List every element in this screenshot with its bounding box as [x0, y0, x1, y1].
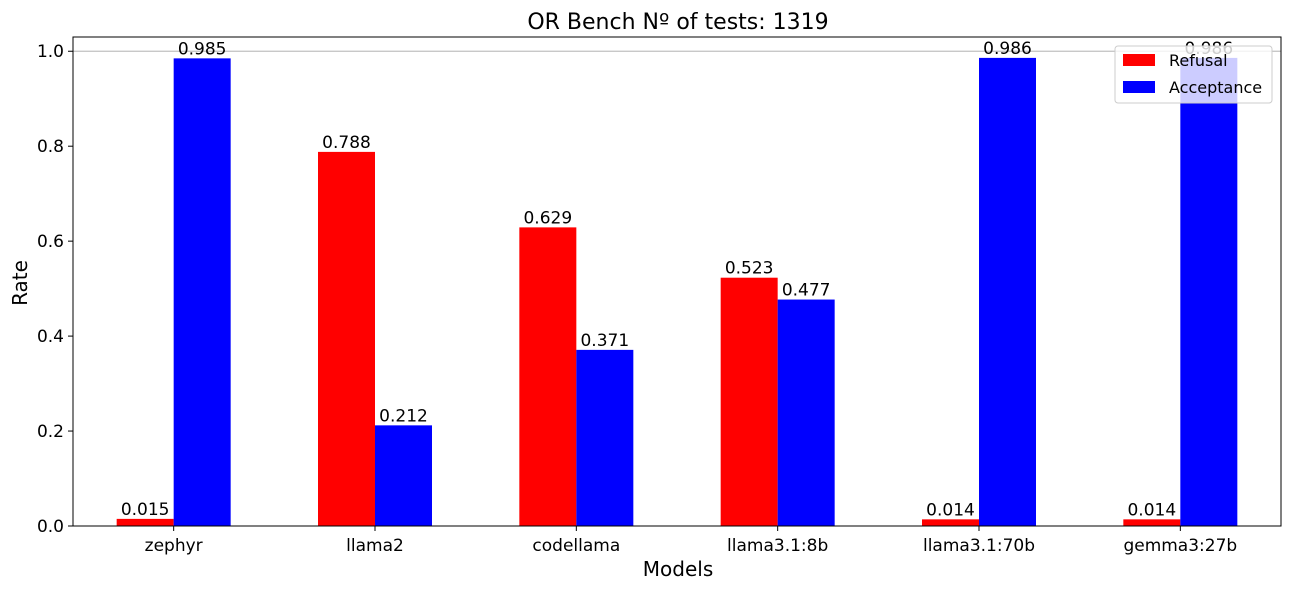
bar-acceptance-5	[1180, 57, 1238, 527]
bar-acceptance-1	[375, 425, 432, 526]
data-label-refusal-5: 0.014	[1127, 500, 1176, 520]
y-tick-label: 1.0	[37, 42, 64, 62]
data-labels-layer: 0.015 0.985 0.788 0.212 0.629 0.371 0.523 0.477…	[121, 39, 1233, 520]
data-label-acceptance-4: 0.986	[983, 39, 1032, 59]
y-axis-label: Rate	[8, 260, 32, 306]
data-label-acceptance-2: 0.371	[580, 331, 629, 351]
plot-frame	[72, 36, 1282, 527]
data-label-refusal-0: 0.015	[121, 500, 170, 520]
x-axis-label: Models	[643, 557, 713, 581]
data-label-acceptance-1: 0.212	[379, 406, 428, 426]
bar-acceptance-0	[173, 58, 231, 527]
x-tick-label: llama3.1:8b	[727, 536, 828, 556]
legend-swatch-acceptance	[1123, 81, 1155, 93]
bar-refusal-1	[318, 151, 375, 526]
chart-title: OR Bench Nº of tests: 1319	[527, 10, 828, 35]
axes-layer: zephyr llama2 codellama llama3.1:8b llama3.1…	[37, 36, 1282, 556]
bar-refusal-2	[519, 227, 577, 526]
data-label-refusal-4: 0.014	[926, 500, 975, 520]
legend-swatch-refusal	[1123, 54, 1155, 66]
legend: Refusal Acceptance	[1114, 45, 1273, 104]
y-tick-label: 0.4	[37, 327, 64, 347]
x-tick-label: codellama	[532, 536, 620, 556]
y-tick-label: 0.6	[37, 232, 64, 252]
data-label-refusal-1: 0.788	[322, 133, 371, 153]
bar-refusal-5	[1123, 519, 1181, 526]
data-label-refusal-3: 0.523	[725, 259, 774, 279]
legend-label-acceptance: Acceptance	[1169, 78, 1262, 97]
data-label-acceptance-0: 0.985	[178, 39, 227, 59]
bar-acceptance-2	[576, 349, 634, 526]
y-tick-label: 0.8	[37, 137, 64, 157]
bar-refusal-4	[922, 519, 979, 526]
bar-refusal-3	[720, 277, 778, 526]
bar-refusal-0	[116, 518, 174, 526]
x-tick-label: gemma3:27b	[1123, 536, 1237, 556]
bar-acceptance-3	[777, 299, 835, 526]
x-tick-label: zephyr	[145, 536, 203, 556]
y-tick-label: 0.0	[37, 517, 64, 537]
data-label-acceptance-3: 0.477	[782, 281, 831, 301]
bars-layer	[116, 57, 1238, 527]
y-tick-label: 0.2	[37, 422, 64, 442]
bar-acceptance-4	[979, 57, 1036, 527]
x-tick-label: llama3.1:70b	[923, 536, 1035, 556]
legend-label-refusal: Refusal	[1169, 51, 1228, 70]
data-label-refusal-2: 0.629	[523, 208, 572, 228]
x-tick-label: llama2	[346, 536, 404, 556]
